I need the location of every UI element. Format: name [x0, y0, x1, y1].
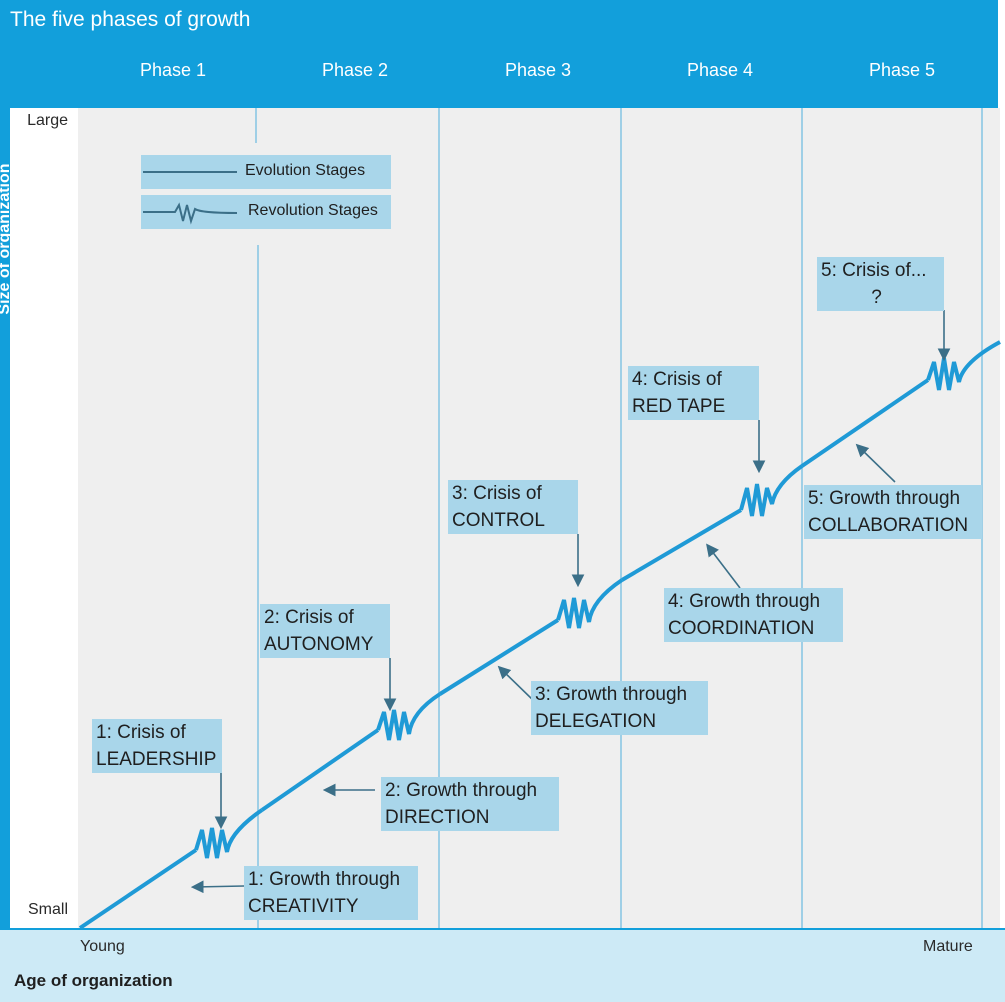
- legend-swatches: [143, 171, 238, 225]
- evolution-segment-3: [438, 618, 560, 696]
- phase-1-label: Phase 1: [139, 60, 207, 80]
- revolution-crisis-5: [926, 340, 1001, 391]
- crisis-3-line2: CONTROL: [452, 510, 545, 531]
- y-axis-panel: Large Small: [0, 108, 78, 928]
- growth-1-line2: CREATIVITY: [248, 896, 359, 917]
- legend-revolution-box: [141, 195, 391, 229]
- crisis-3-line1: 3: Crisis of: [452, 483, 542, 504]
- growth-5-line2: COLLABORATION: [808, 515, 969, 536]
- phase-4-label: Phase 4: [686, 60, 754, 80]
- crisis-4-line2: RED TAPE: [632, 396, 726, 417]
- crisis-5-label: 5: Crisis of... ?: [817, 257, 944, 311]
- diagram-title: The five phases of growth: [10, 8, 251, 31]
- crisis-1-line1: 1: Crisis of: [96, 722, 186, 743]
- legend-revolution-label: Revolution Stages: [248, 202, 378, 219]
- growth-4-arrow: [706, 543, 741, 589]
- x-axis-panel: Young Mature Age of organization: [0, 928, 1005, 1002]
- x-tick-mature: Mature: [923, 938, 973, 955]
- crisis-1-line2: LEADERSHIP: [96, 749, 217, 770]
- evolution-segment-1: [78, 848, 198, 930]
- growth-5-line1: 5: Growth through: [808, 488, 961, 509]
- growth-4-label: 4: Growth through COORDINATION: [664, 588, 843, 642]
- growth-2-label: 2: Growth through DIRECTION: [381, 777, 559, 831]
- crisis-2-label: 2: Crisis of AUTONOMY: [260, 604, 390, 658]
- growth-4-line1: 4: Growth through: [668, 591, 821, 612]
- x-axis-title: Age of organization: [14, 971, 173, 990]
- crisis-5-line1: 5: Crisis of...: [821, 260, 927, 281]
- phase-3-label: Phase 3: [504, 60, 572, 80]
- growth-2-line1: 2: Growth through: [385, 780, 538, 801]
- legend-evolution-label: Evolution Stages: [245, 162, 366, 179]
- header-bar: The five phases of growth Phase 1 Phase …: [0, 0, 998, 108]
- crisis-4-line1: 4: Crisis of: [632, 369, 722, 390]
- growth-3-arrow: [497, 665, 536, 703]
- growth-1-label: 1: Growth through CREATIVITY: [244, 866, 418, 920]
- phase-5-label: Phase 5: [868, 60, 936, 80]
- growth-curve: [78, 340, 1001, 930]
- crisis-5-line2: ?: [871, 287, 882, 308]
- crisis-2-line1: 2: Crisis of: [264, 607, 354, 628]
- growth-1-arrow: [190, 880, 245, 894]
- x-tick-young: Young: [80, 938, 125, 955]
- revolution-crisis-4: [739, 464, 804, 517]
- revolution-crisis-1: [194, 808, 264, 859]
- y-axis-strip: [0, 108, 10, 928]
- crisis-1-label: 1: Crisis of LEADERSHIP: [92, 719, 222, 773]
- crisis-3-label: 3: Crisis of CONTROL: [448, 480, 578, 534]
- growth-4-line2: COORDINATION: [668, 618, 815, 639]
- phase-2-label: Phase 2: [321, 60, 389, 80]
- evolution-segment-4: [620, 508, 743, 582]
- growth-3-line2: DELEGATION: [535, 711, 657, 732]
- growth-5-arrow: [855, 443, 896, 483]
- growth-5-label: 5: Growth through COLLABORATION: [804, 485, 982, 539]
- crisis-2-line2: AUTONOMY: [264, 634, 374, 655]
- revolution-zigzag-icon: [143, 202, 238, 225]
- crisis-4-label: 4: Crisis of RED TAPE: [628, 366, 759, 420]
- revolution-crisis-2: [376, 692, 442, 741]
- y-tick-large: Large: [27, 112, 68, 129]
- y-tick-small: Small: [27, 901, 68, 918]
- evolution-segment-2: [260, 728, 380, 812]
- growth-3-label: 3: Growth through DELEGATION: [531, 681, 708, 735]
- growth-3-line1: 3: Growth through: [535, 684, 688, 705]
- growth-1-line1: 1: Growth through: [248, 869, 401, 890]
- evolution-segment-5: [800, 378, 930, 468]
- revolution-crisis-3: [556, 578, 624, 629]
- growth-2-line2: DIRECTION: [385, 807, 490, 828]
